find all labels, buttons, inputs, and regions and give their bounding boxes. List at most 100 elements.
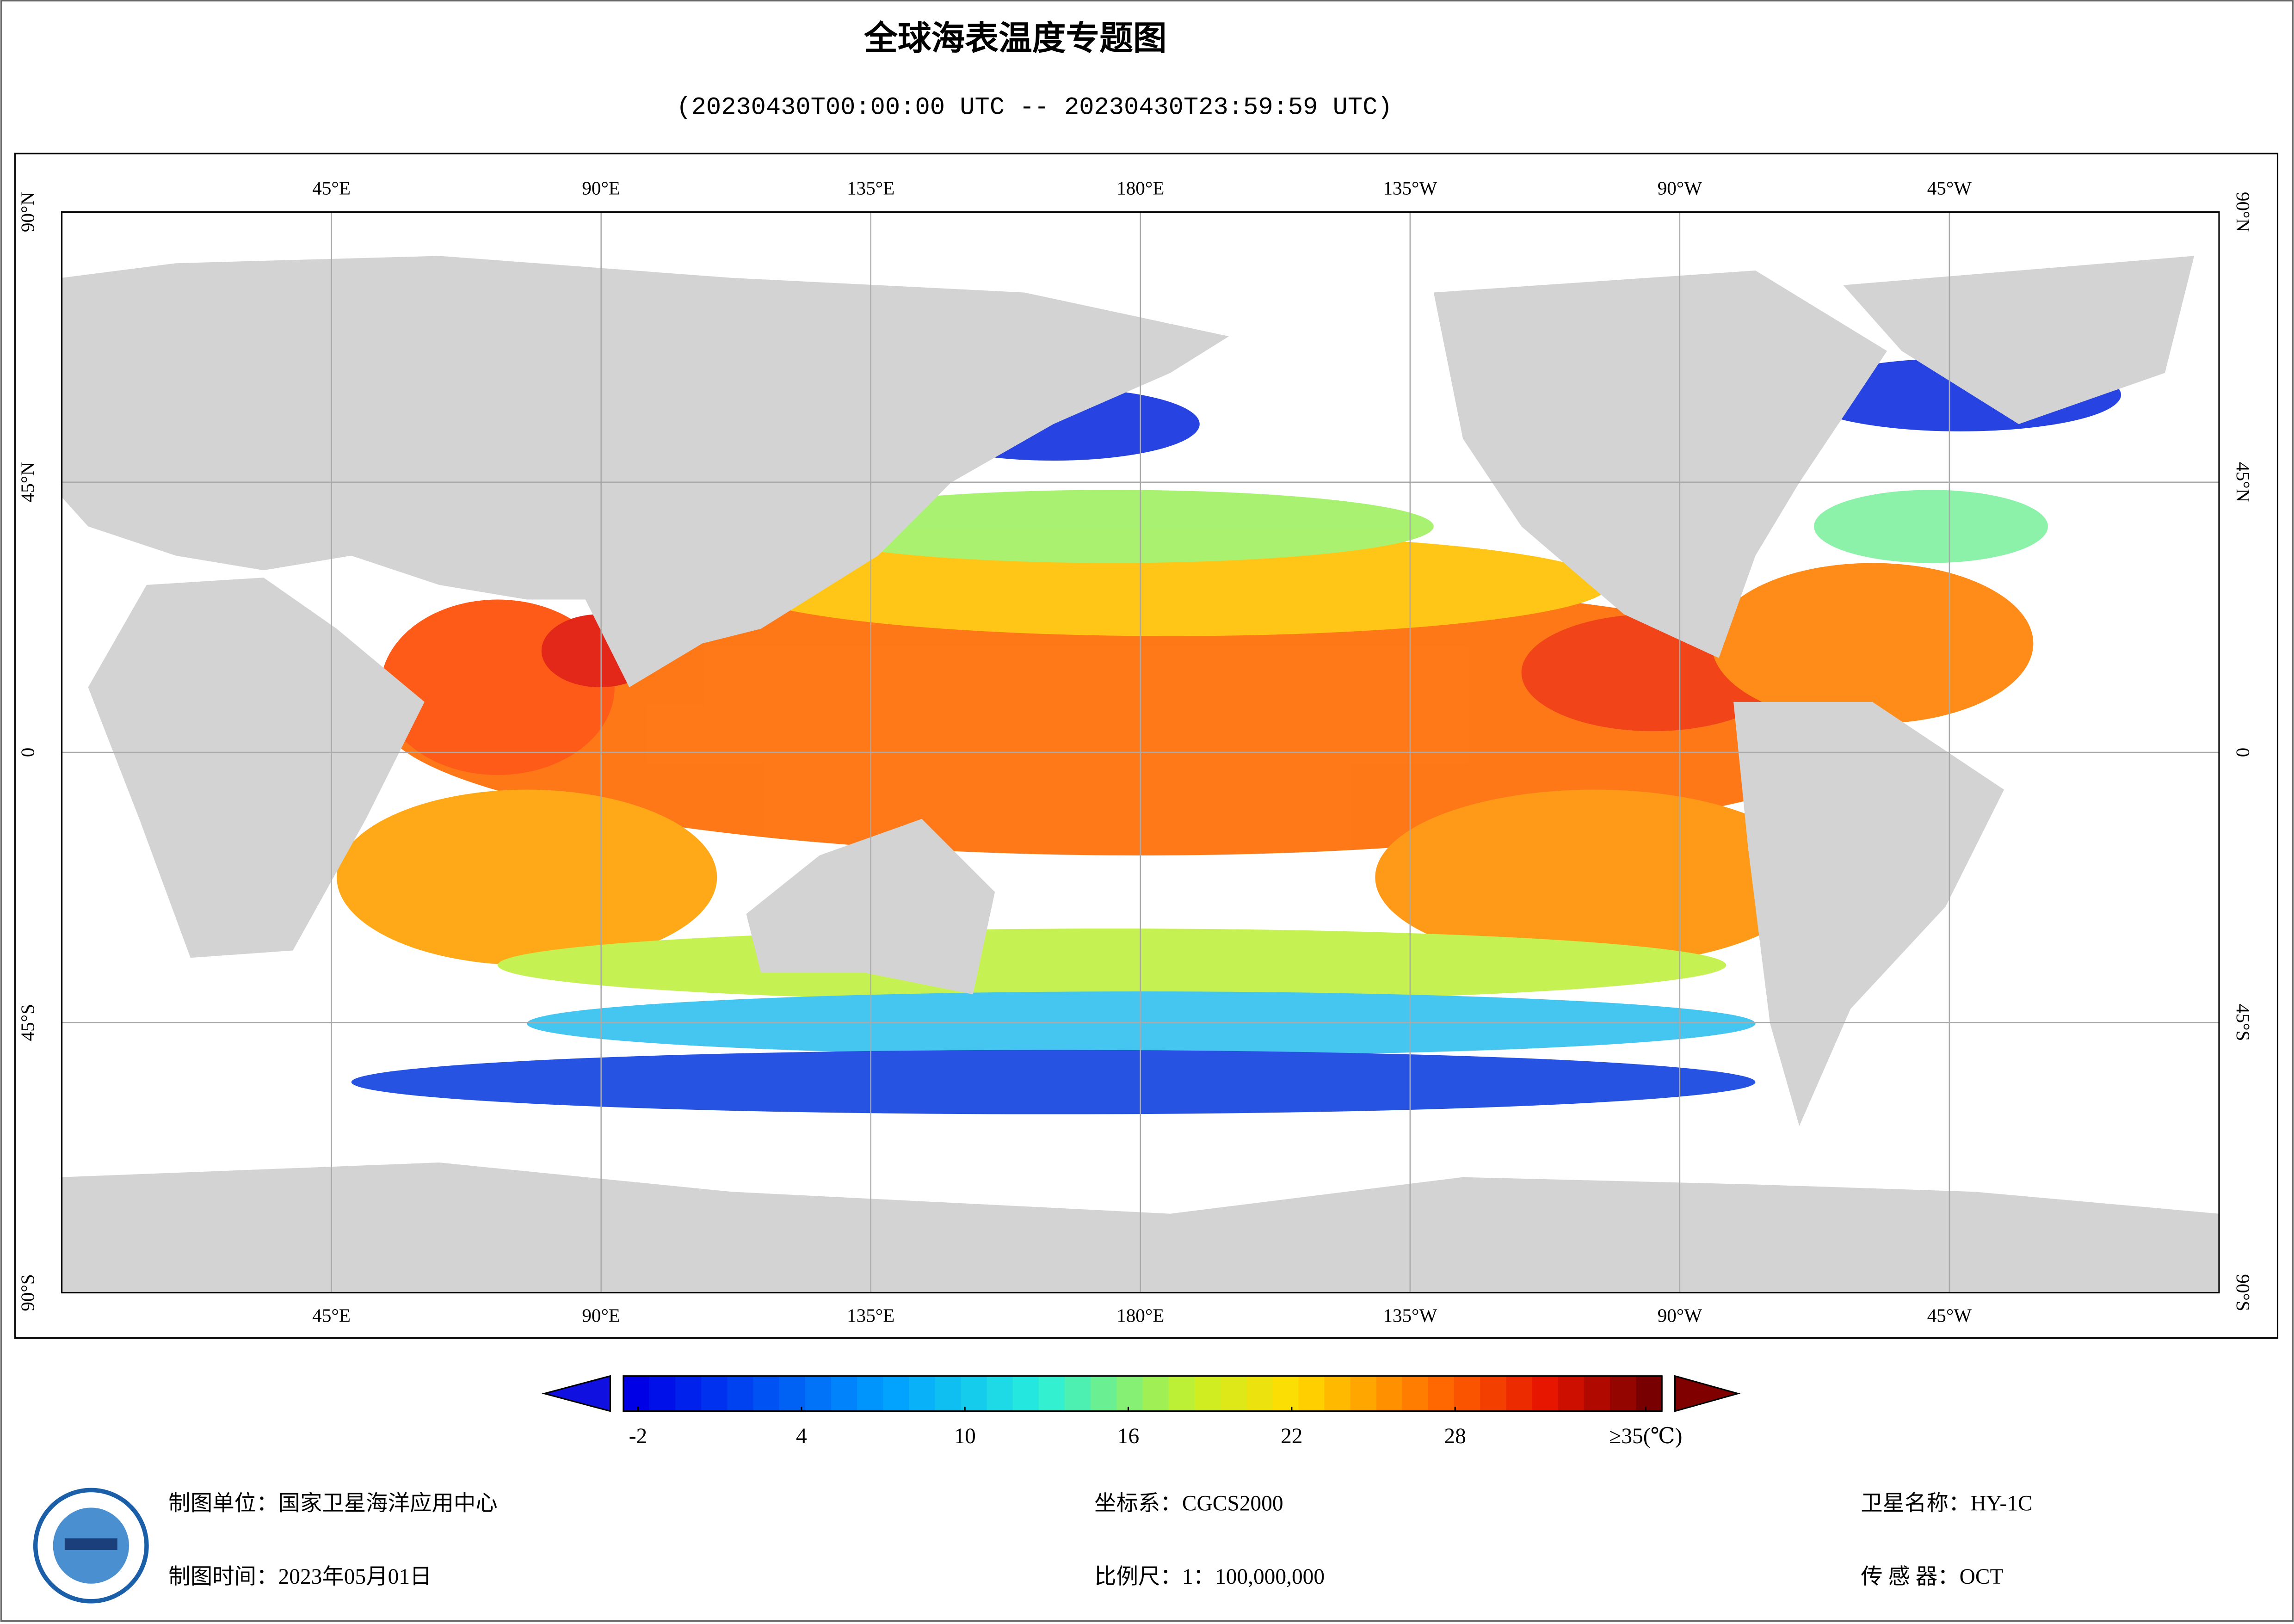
colorbar-cell	[649, 1376, 676, 1411]
colorbar-label: 22	[1281, 1424, 1302, 1448]
colorbar-cell	[1272, 1376, 1299, 1411]
lon-label: 180°E	[1116, 178, 1164, 199]
colorbar-cell	[857, 1376, 884, 1411]
lat-label: 45°N	[17, 462, 38, 502]
footer-time: 制图时间：2023年05月01日	[168, 1565, 432, 1589]
land-north-america	[1433, 271, 1887, 658]
colorbar-cell	[1038, 1376, 1066, 1411]
title: 全球海表温度专题图	[863, 19, 1166, 58]
lon-label: 90°W	[1658, 178, 1702, 199]
colorbar-cell	[1246, 1376, 1273, 1411]
logo-satellite	[64, 1538, 117, 1550]
sst-cold	[351, 1050, 1756, 1114]
lon-label: 45°W	[1927, 1305, 1972, 1326]
colorbar-border	[623, 1375, 1663, 1412]
colorbar-cell	[727, 1376, 754, 1411]
footer-crs: 坐标系：CGCS2000	[1094, 1492, 1283, 1516]
lon-label: 45°E	[312, 1305, 351, 1326]
sst-warm	[1711, 563, 2034, 724]
colorbar-cell	[753, 1376, 780, 1411]
colorbar-cell	[987, 1376, 1014, 1411]
colorbar-cell	[1584, 1376, 1611, 1411]
colorbar-cell	[1480, 1376, 1507, 1411]
sst-mild	[337, 789, 717, 966]
colorbar-cell	[883, 1376, 910, 1411]
colorbar: -2 4 10 16 22 28 ≥35(℃)	[541, 1375, 1741, 1448]
colorbar-cell	[1376, 1376, 1403, 1411]
sst-cool	[1814, 490, 2048, 563]
lon-label: 45°W	[1927, 178, 1972, 199]
colorbar-cell	[805, 1376, 832, 1411]
colorbar-cell	[1636, 1376, 1663, 1411]
map-border	[61, 211, 2220, 1294]
sst-mild	[731, 534, 1610, 636]
lon-label: 135°E	[847, 1305, 894, 1326]
colorbar-cell	[1168, 1376, 1196, 1411]
colorbar-cell	[1558, 1376, 1585, 1411]
sst-cold	[527, 991, 1756, 1056]
colorbar-cell	[961, 1376, 988, 1411]
map: 45°E 45°E 90°E 90°E 135°E 135°E 180°E 180°E 135°…	[17, 178, 2253, 1326]
colorbar-cell	[1194, 1376, 1221, 1411]
colorbar-cell	[1532, 1376, 1559, 1411]
sst-cool	[790, 490, 1434, 563]
lat-label: 90°N	[17, 192, 38, 232]
footer-scale: 比例尺：1：100,000,000	[1094, 1565, 1325, 1589]
colorbar-cell	[909, 1376, 936, 1411]
logo	[33, 1488, 149, 1604]
footer-unit: 制图单位：国家卫星海洋应用中心	[168, 1492, 497, 1516]
land-eurasia	[62, 256, 1229, 688]
colorbar-cell	[1065, 1376, 1092, 1411]
lon-label: 90°W	[1658, 1305, 1702, 1326]
colorbar-label: -2	[629, 1424, 648, 1448]
colorbar-cell	[1506, 1376, 1533, 1411]
colorbar-cell	[1324, 1376, 1351, 1411]
colorbar-cell	[1298, 1376, 1326, 1411]
lat-label: 90°S	[2232, 1274, 2254, 1311]
land-south-america	[1733, 701, 2004, 1126]
colorbar-cell	[1610, 1376, 1637, 1411]
colorbar-cell	[1454, 1376, 1481, 1411]
colorbar-cell	[935, 1376, 962, 1411]
lon-label: 135°W	[1383, 178, 1437, 199]
sst-mild	[1375, 789, 1814, 966]
lat-label: 45°S	[17, 1004, 38, 1041]
colorbar-cell	[1402, 1376, 1429, 1411]
sst-warm	[380, 578, 1902, 855]
colorbar-cell	[1142, 1376, 1170, 1411]
colorbar-label: 4	[796, 1424, 807, 1448]
land-africa	[88, 578, 425, 958]
colorbar-low-arrow	[541, 1375, 611, 1412]
lat-label: 45°N	[2232, 462, 2254, 502]
lat-label: 45°S	[2232, 1004, 2254, 1041]
lat-label: 90°N	[2232, 192, 2254, 232]
lon-label: 180°E	[1116, 1305, 1164, 1326]
colorbar-cell	[701, 1376, 728, 1411]
colorbar-cell	[675, 1376, 702, 1411]
colorbar-cell	[1091, 1376, 1117, 1411]
colorbar-cell	[1012, 1376, 1040, 1411]
footer-sensor: 传 感 器：OCT	[1861, 1565, 2003, 1589]
colorbar-cell	[831, 1376, 858, 1411]
lon-label: 135°W	[1383, 1305, 1437, 1326]
lat-label: 0	[17, 748, 38, 757]
subtitle: (20230430T00:00:00 UTC -- 20230430T23:59…	[676, 94, 1392, 122]
colorbar-label: 16	[1117, 1424, 1139, 1448]
sst-cool	[497, 929, 1727, 1002]
colorbar-cell	[1350, 1376, 1377, 1411]
colorbar-cell	[1428, 1376, 1455, 1411]
lat-label: 0	[2232, 748, 2254, 757]
colorbar-cell	[779, 1376, 806, 1411]
lat-label: 90°S	[17, 1274, 38, 1311]
lon-label: 45°E	[312, 178, 351, 199]
footer-satellite: 卫星名称：HY-1C	[1861, 1492, 2032, 1516]
colorbar-cell	[623, 1376, 650, 1411]
colorbar-label: ≥35(℃)	[1609, 1424, 1682, 1448]
colorbar-cell	[1220, 1376, 1247, 1411]
colorbar-high-arrow	[1674, 1375, 1741, 1412]
lon-label: 90°E	[582, 178, 620, 199]
colorbar-label: 28	[1444, 1424, 1466, 1448]
land-greenland	[1843, 256, 2195, 424]
